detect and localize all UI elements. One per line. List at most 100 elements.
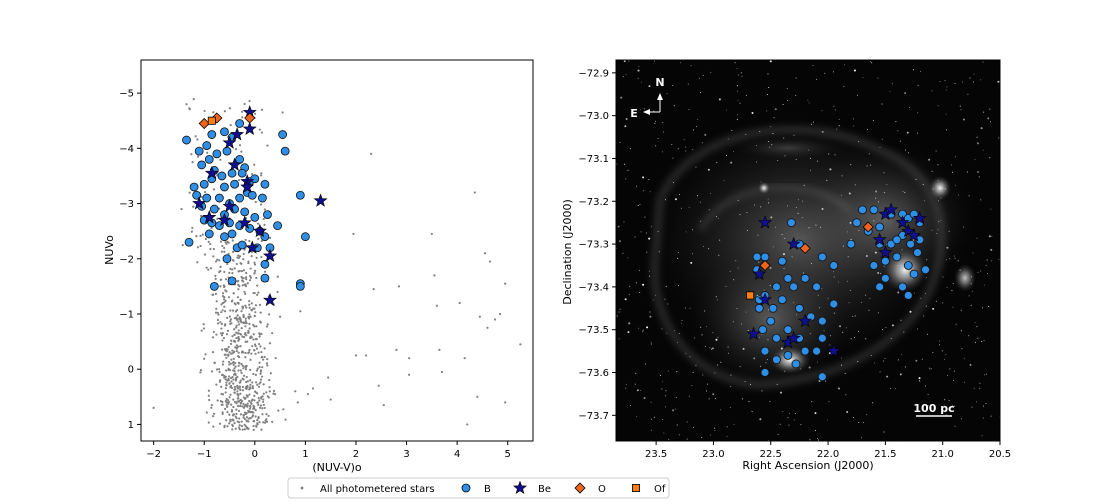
background-star — [988, 235, 991, 238]
background-star — [976, 171, 979, 174]
all-stars-point — [200, 214, 203, 218]
all-stars-point — [241, 116, 244, 119]
compass: N E — [630, 76, 664, 120]
background-star — [683, 139, 685, 141]
background-star — [814, 429, 816, 431]
all-stars-point — [493, 318, 497, 321]
background-star — [945, 414, 947, 416]
cmd-plot-area — [140, 59, 534, 442]
background-star — [870, 354, 872, 356]
background-star — [872, 119, 874, 121]
background-star — [766, 110, 768, 112]
background-star — [976, 136, 978, 138]
all-stars-point — [241, 284, 244, 287]
background-star — [968, 195, 970, 197]
all-stars-point — [240, 262, 243, 265]
all-stars-point — [519, 343, 522, 346]
sky-be-star-marker — [907, 228, 922, 242]
sky-b-star-marker — [875, 222, 885, 232]
background-star — [970, 304, 972, 306]
background-star — [688, 206, 690, 208]
all-stars-point — [240, 270, 244, 273]
background-star — [877, 77, 879, 79]
cmd-be-star-marker — [222, 198, 237, 213]
background-star — [782, 411, 784, 413]
cmd-y-tick-label: 1 — [128, 420, 134, 431]
background-star — [873, 220, 875, 222]
background-star — [774, 108, 777, 111]
all-stars-point — [241, 306, 245, 309]
background-star — [945, 113, 947, 115]
background-star — [974, 322, 976, 324]
background-star — [628, 293, 630, 295]
all-stars-point — [196, 155, 200, 158]
background-star — [852, 417, 854, 419]
background-star — [650, 429, 652, 431]
all-stars-point — [253, 420, 256, 423]
all-stars-point — [458, 301, 461, 305]
all-stars-point — [407, 373, 411, 376]
sky-be-star-marker — [786, 236, 801, 251]
all-stars-point — [262, 217, 265, 221]
background-star — [751, 112, 754, 115]
background-star — [938, 200, 940, 202]
background-star — [939, 80, 941, 82]
all-stars-point — [257, 396, 260, 400]
cmd-b-star-marker — [227, 276, 237, 286]
all-stars-point — [239, 413, 243, 416]
background-star — [817, 294, 819, 296]
all-stars-point — [195, 235, 198, 238]
background-star — [833, 105, 835, 107]
all-stars-point — [232, 250, 235, 253]
background-star — [942, 302, 944, 304]
background-star — [654, 120, 656, 122]
background-star — [651, 226, 653, 228]
all-stars-point — [232, 413, 235, 416]
all-stars-point — [225, 419, 228, 422]
background-star — [657, 137, 659, 139]
background-star — [761, 390, 763, 392]
all-stars-point — [352, 232, 355, 236]
cmd-b-star-marker — [182, 135, 191, 145]
all-stars-point — [233, 333, 236, 336]
all-stars-point — [476, 395, 479, 398]
background-star — [736, 119, 738, 121]
all-stars-point — [250, 254, 253, 258]
background-star — [788, 424, 790, 426]
all-stars-point — [215, 368, 219, 371]
background-star — [858, 422, 860, 424]
all-stars-point — [208, 398, 211, 402]
all-stars-point — [256, 222, 260, 225]
all-stars-point — [242, 406, 246, 409]
all-stars-point — [228, 360, 231, 364]
all-stars-point — [192, 205, 195, 208]
all-stars-point — [235, 262, 238, 266]
all-stars-point — [230, 358, 233, 361]
background-star — [899, 140, 901, 142]
background-star — [824, 72, 826, 74]
background-star — [976, 326, 978, 328]
all-stars-point — [223, 425, 226, 429]
all-stars-point — [236, 392, 239, 396]
background-star — [697, 118, 699, 120]
all-stars-point — [250, 352, 253, 355]
all-stars-point — [238, 323, 241, 326]
all-stars-point — [243, 428, 246, 431]
background-star — [729, 270, 731, 272]
all-stars-point — [249, 404, 252, 408]
all-stars-point — [219, 269, 222, 273]
background-star — [680, 322, 682, 324]
background-star — [677, 148, 679, 150]
all-stars-point — [225, 397, 228, 401]
all-stars-point — [245, 419, 248, 422]
sky-be-star-marker — [752, 266, 767, 280]
cmd-be-star-marker — [204, 165, 219, 180]
background-star — [629, 404, 631, 406]
all-stars-point — [251, 387, 255, 390]
all-stars-point — [263, 355, 266, 359]
background-star — [650, 343, 652, 345]
background-star — [946, 86, 948, 88]
all-stars-point — [235, 336, 238, 340]
background-star — [625, 387, 627, 389]
background-star — [654, 122, 656, 124]
